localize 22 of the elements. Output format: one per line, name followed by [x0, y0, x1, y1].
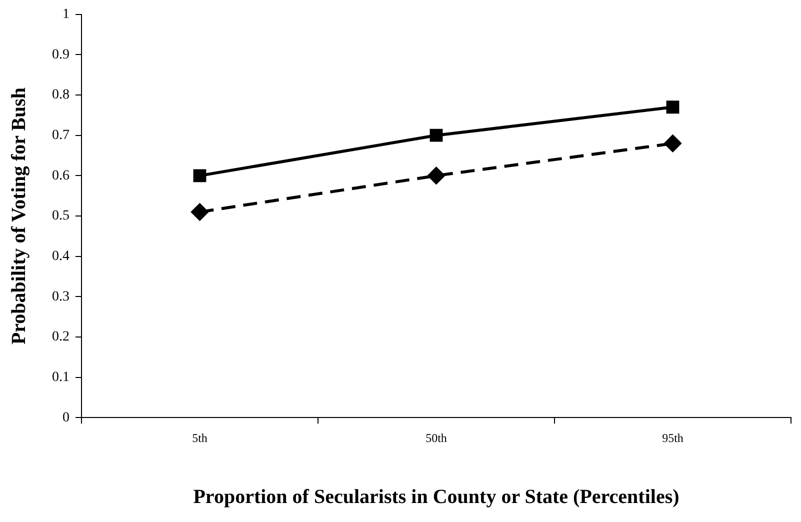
point: [428, 167, 445, 184]
point: [193, 169, 206, 182]
y-tick-label: 0.8: [52, 88, 70, 103]
y-tick-label: 0.6: [52, 168, 70, 184]
x-axis-title: Proportion of Secularists in County or State (Percentiles): [193, 486, 680, 508]
point: [666, 100, 680, 114]
y-tick-label: 1: [62, 7, 70, 22]
x-tick-label: 50th: [426, 430, 447, 445]
y-tick-label: 0: [62, 410, 70, 426]
y-tick-label: 0.3: [52, 289, 70, 304]
y-tick-label: 0.9: [52, 47, 70, 62]
y-tick-label: 0.5: [52, 208, 70, 224]
y-tick-label: 0.1: [52, 370, 70, 385]
point: [430, 128, 443, 142]
y-tick-label: 0.2: [52, 330, 70, 345]
x-tick-label: 5th: [192, 430, 208, 445]
x-tick-label: 95th: [662, 430, 684, 445]
y-tick-label: 0.4: [52, 248, 70, 264]
point: [664, 134, 682, 152]
y-axis-title: Probability of Voting for Bush: [8, 87, 30, 345]
y-tick-label: 0.7: [52, 128, 70, 144]
point: [191, 203, 208, 220]
